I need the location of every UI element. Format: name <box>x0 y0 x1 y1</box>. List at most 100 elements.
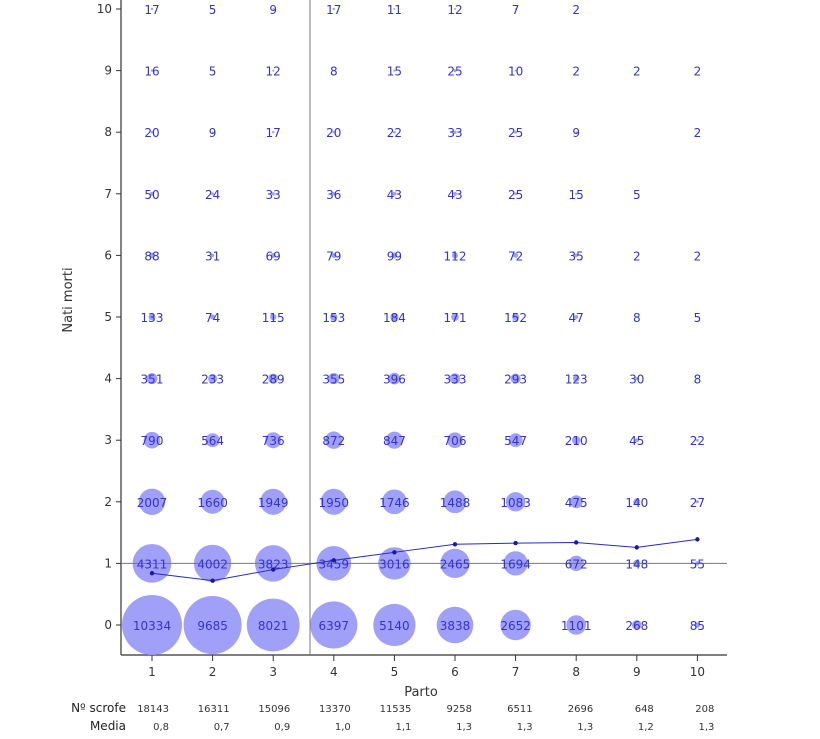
y-tick-label: 5 <box>104 310 112 324</box>
bubble-label: 2 <box>572 65 580 79</box>
bubble-label: 872 <box>322 434 345 448</box>
bubble-label: 9 <box>269 3 277 17</box>
bubble-label: 11 <box>387 3 402 17</box>
bubble-label: 133 <box>141 311 164 325</box>
bubble <box>390 312 399 322</box>
bubble-label: 5 <box>209 65 217 79</box>
bubble <box>575 192 578 195</box>
table-cell: 1,2 <box>638 722 654 733</box>
bubble <box>272 69 275 72</box>
bubble <box>271 192 275 196</box>
bubble-label: 148 <box>625 557 648 571</box>
bubble <box>514 130 518 134</box>
bubble-label: 88 <box>144 249 159 263</box>
mean-point <box>392 550 397 555</box>
bubble <box>436 606 474 644</box>
bubble-label: 85 <box>690 619 705 633</box>
bubble-label: 35 <box>569 249 584 263</box>
bubble-label: 2465 <box>440 557 471 571</box>
bubble-label: 33 <box>447 126 462 140</box>
bubble-label: 268 <box>625 619 648 633</box>
bubble <box>325 431 343 449</box>
bubble-label: 847 <box>383 434 406 448</box>
bubble <box>453 130 457 134</box>
bubble-label: 5140 <box>379 619 410 633</box>
table-cell: 16311 <box>198 704 230 715</box>
bubble-label: 2 <box>694 249 702 263</box>
bubble <box>332 69 335 72</box>
bubble-label: 210 <box>565 434 588 448</box>
y-tick-label: 8 <box>104 125 112 139</box>
bubble-label: 30 <box>629 373 644 387</box>
bubble <box>696 254 698 256</box>
bubble <box>260 488 287 515</box>
bubble <box>393 130 396 134</box>
bubble <box>143 431 161 449</box>
x-tick-label: 8 <box>572 665 580 679</box>
bubble-label: 10334 <box>133 619 171 633</box>
bubble <box>330 313 338 321</box>
bubble <box>148 313 156 321</box>
bubble-label: 1746 <box>379 496 410 510</box>
bubble-label: 2652 <box>500 619 531 633</box>
bubble <box>149 191 155 196</box>
bubble <box>453 191 457 196</box>
bubble <box>696 377 699 380</box>
bubble <box>385 431 403 449</box>
x-tick-label: 2 <box>209 665 217 679</box>
bubble <box>631 620 642 630</box>
bubble-label: 24 <box>205 188 220 202</box>
bubble <box>388 372 401 385</box>
y-tick-label: 1 <box>104 556 112 570</box>
bubble-label: 547 <box>504 434 527 448</box>
bubble-label: 36 <box>326 188 341 202</box>
bubble-label: 153 <box>322 311 345 325</box>
bubble-label: 112 <box>444 249 467 263</box>
table-cell: 6511 <box>507 704 532 715</box>
bubble <box>393 8 396 10</box>
bubble-label: 8021 <box>258 619 289 633</box>
bubble-label: 4002 <box>197 557 228 571</box>
bubble-label: 1694 <box>500 557 531 571</box>
bubble-label: 3459 <box>319 557 350 571</box>
table-row-label: Media <box>90 719 126 733</box>
bubble-label: 351 <box>141 373 164 387</box>
bubble <box>391 252 398 259</box>
bubble <box>328 373 340 385</box>
bubble-label: 16 <box>144 65 159 79</box>
x-tick-label: 3 <box>269 665 277 679</box>
bubble <box>513 252 519 258</box>
bubble-label: 1083 <box>500 496 531 510</box>
table-cell: 9258 <box>447 704 472 715</box>
bubble <box>514 8 517 10</box>
bubble <box>211 131 214 134</box>
bubble-label: 27 <box>690 496 705 510</box>
bubble <box>447 432 463 449</box>
bubble <box>451 313 459 321</box>
bubble-label: 8 <box>694 373 702 387</box>
y-tick-label: 3 <box>104 433 112 447</box>
table-cell: 0,9 <box>274 722 290 733</box>
table-cell: 1,0 <box>335 722 351 733</box>
bubble-label: 5 <box>694 311 702 325</box>
mean-point <box>452 542 458 547</box>
bubble-label: 293 <box>504 373 527 387</box>
bubble-label: 3838 <box>440 619 471 633</box>
bubble <box>695 500 699 504</box>
table-cell: 13370 <box>319 704 351 715</box>
mean-point <box>331 558 336 563</box>
y-tick-label: 7 <box>104 187 112 201</box>
bubble <box>696 438 699 442</box>
bubble <box>575 8 577 10</box>
bubble <box>149 252 155 259</box>
bubble <box>635 376 639 381</box>
bubble-label: 1488 <box>440 496 471 510</box>
table-cell: 0,8 <box>153 722 169 733</box>
bubble-label: 25 <box>447 65 462 79</box>
bubble <box>272 8 275 10</box>
bubble-label: 15 <box>569 188 584 202</box>
bubble <box>208 374 218 384</box>
bubble <box>138 488 166 516</box>
bubble <box>636 193 638 195</box>
